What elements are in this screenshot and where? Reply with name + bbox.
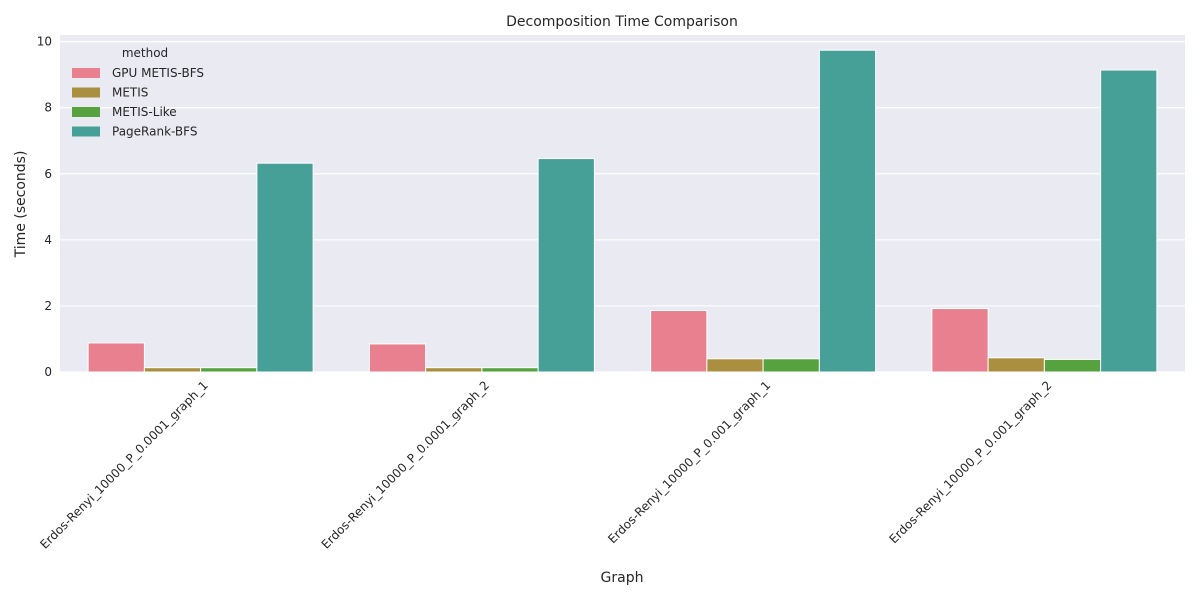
legend-swatch [72, 126, 100, 137]
legend: method GPU METIS-BFS METIS METIS-Like PageRa… [72, 46, 204, 139]
bar [818, 49, 877, 373]
legend-label: METIS-Like [112, 105, 177, 119]
bar [425, 367, 483, 373]
bar [706, 358, 764, 373]
bar [1043, 358, 1102, 373]
bar [987, 357, 1045, 373]
legend-swatch [72, 68, 100, 78]
bar [762, 358, 820, 373]
y-tick-label: 6 [44, 167, 52, 181]
bars [87, 49, 1158, 373]
x-tick-label: Erdos-Renyi_10000_P_0.001_graph_1 [605, 378, 773, 546]
legend-label: PageRank-BFS [112, 125, 197, 139]
x-tick-label: Erdos-Renyi_10000_P_0.0001_graph_2 [319, 378, 492, 551]
y-tick-label: 4 [44, 233, 52, 247]
bar [143, 367, 202, 373]
chart-title: Decomposition Time Comparison [506, 14, 738, 30]
bar [200, 367, 258, 373]
y-tick-label: 2 [44, 299, 52, 313]
y-tick-label: 8 [44, 101, 52, 115]
legend-label: METIS [112, 86, 148, 100]
x-tick-label: Erdos-Renyi_10000_P_0.0001_graph_1 [37, 378, 210, 551]
plot-area [60, 35, 1185, 372]
y-tick-label: 0 [44, 365, 52, 379]
y-axis-label: Time (seconds) [13, 151, 29, 259]
y-axis-ticks: 0 2 4 6 8 10 [37, 35, 52, 379]
y-tick-label: 10 [37, 35, 52, 49]
bar [368, 343, 427, 373]
legend-label: GPU METIS-BFS [112, 66, 204, 80]
bar [87, 342, 145, 373]
bar [1100, 69, 1158, 373]
bar [256, 162, 314, 373]
bar [481, 367, 539, 373]
legend-swatch [72, 107, 100, 117]
x-tick-label: Erdos-Renyi_10000_P_0.001_graph_2 [886, 378, 1054, 546]
bar [931, 308, 989, 373]
legend-title: method [122, 46, 168, 60]
bar [537, 158, 595, 373]
x-axis-ticks: Erdos-Renyi_10000_P_0.0001_graph_1 Erdos-… [37, 378, 1054, 551]
x-axis-label: Graph [601, 570, 644, 586]
bar [650, 310, 708, 373]
legend-swatch [72, 87, 100, 98]
